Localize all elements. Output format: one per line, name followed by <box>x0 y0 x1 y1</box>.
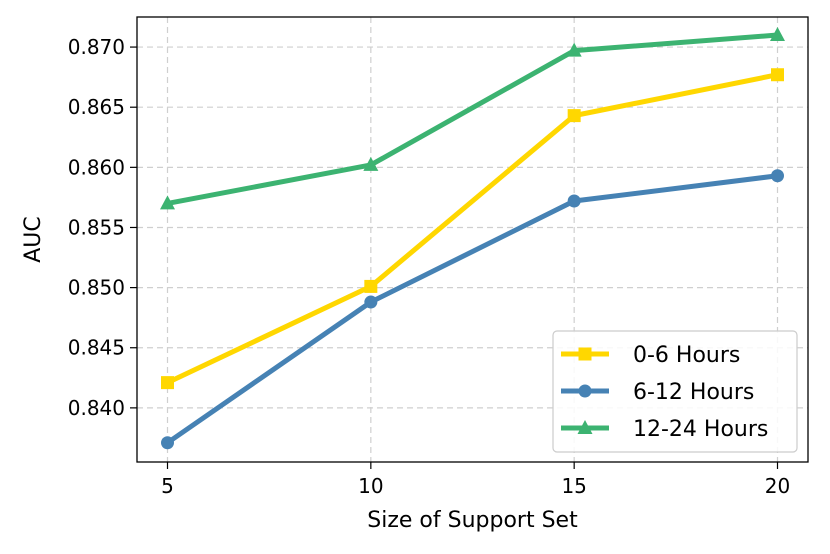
data-point <box>161 376 174 390</box>
x-tick-label: 10 <box>358 474 383 498</box>
data-point <box>770 27 785 42</box>
y-tick-label: 0.840 <box>68 396 125 420</box>
x-tick-label: 15 <box>561 474 586 498</box>
y-axis-label: AUC <box>21 216 46 263</box>
series-0-6-hours <box>161 68 784 390</box>
grid-lines <box>137 17 808 462</box>
data-point <box>771 169 784 183</box>
data-point <box>567 194 581 208</box>
legend-item: 12-24 Hours <box>561 417 768 442</box>
legend: 0-6 Hours 6-12 Hours 12-24 Hours <box>552 330 798 453</box>
data-point <box>363 156 379 171</box>
series-line <box>167 32 778 206</box>
x-tick-label: 20 <box>765 474 790 498</box>
y-tick-label: 0.845 <box>68 336 125 360</box>
plot-frame <box>136 16 809 463</box>
data-point <box>567 109 581 123</box>
data-point <box>364 295 378 309</box>
data-point <box>364 279 378 293</box>
series-group <box>160 27 785 450</box>
data-point <box>771 68 784 82</box>
y-tick-label: 0.855 <box>68 215 125 239</box>
series-6-12-hours <box>161 169 784 450</box>
x-axis-label: Size of Support Set <box>367 508 578 533</box>
legend-marker <box>577 420 593 434</box>
legend-label: 0-6 Hours <box>633 343 740 368</box>
series-line <box>166 72 778 385</box>
legend-item: 0-6 Hours <box>561 343 740 368</box>
data-point <box>160 195 175 210</box>
data-point <box>566 42 582 57</box>
data-point <box>161 436 174 450</box>
series-line <box>166 173 778 445</box>
legend-box <box>552 330 798 453</box>
legend-item: 6-12 Hours <box>561 380 754 405</box>
legend-label: 12-24 Hours <box>633 417 768 442</box>
legend-label: 6-12 Hours <box>633 380 754 405</box>
axis-ticks: 5 10 15 20 0.840 0.845 0.850 0.855 0.860 0.865 0.8… <box>68 35 790 498</box>
y-tick-label: 0.860 <box>68 155 125 179</box>
legend-marker <box>578 384 592 398</box>
series-12-24-hours <box>160 27 785 210</box>
legend-marker <box>578 347 592 361</box>
x-tick-label: 5 <box>161 474 174 498</box>
y-tick-label: 0.850 <box>68 276 125 300</box>
y-tick-label: 0.870 <box>68 35 125 59</box>
y-tick-label: 0.865 <box>68 95 125 119</box>
